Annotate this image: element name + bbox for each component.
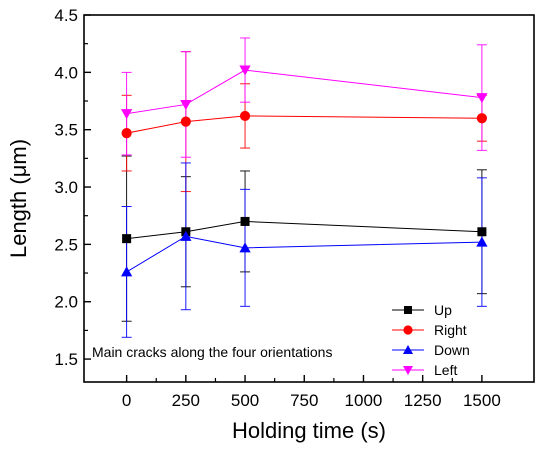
y-tick-label: 4.0 [54, 63, 78, 82]
x-tick-label: 0 [122, 391, 131, 410]
marker-circle [180, 116, 191, 127]
series-line [126, 220, 482, 240]
marker-triangle-down [403, 366, 413, 375]
legend-label: Up [434, 302, 452, 318]
y-tick-label: 4.5 [54, 6, 78, 25]
marker-triangle-down [476, 93, 488, 104]
y-tick-label: 2.5 [54, 235, 78, 254]
marker-triangle-up [239, 242, 251, 253]
marker-circle [403, 325, 413, 335]
error-bars [121, 37, 487, 338]
y-tick-label: 2.0 [54, 293, 78, 312]
marker-triangle-up [121, 266, 133, 277]
tick-labels: 0 250 500 750 1000 1250 1500 1.5 2.0 2.5 3.0 3.5 4.0… [54, 6, 500, 410]
x-tick-label: 1000 [345, 391, 383, 410]
series-lines [126, 69, 482, 273]
series-line [126, 235, 482, 273]
y-tick-label: 3.0 [54, 178, 78, 197]
marker-square [240, 216, 250, 226]
marker-square [122, 234, 132, 244]
marker-circle [476, 113, 487, 124]
legend-label: Left [434, 362, 457, 378]
legend-label: Right [434, 322, 467, 338]
x-tick-label: 250 [172, 391, 200, 410]
plot-frame [83, 14, 535, 383]
marker-circle [239, 110, 251, 122]
marker-triangle-up [403, 345, 413, 354]
x-tick-label: 500 [231, 391, 259, 410]
legend: Up Right Down Left [392, 302, 470, 378]
marker-circle [121, 128, 132, 139]
marker-square [404, 306, 412, 314]
marker-triangle-down [180, 99, 192, 111]
y-tick-label: 3.5 [54, 121, 78, 140]
series-line [126, 69, 482, 115]
marker-triangle-up [476, 236, 488, 247]
y-tick-label: 1.5 [54, 350, 78, 369]
legend-label: Down [434, 342, 470, 358]
marker-triangle-down [121, 109, 133, 120]
series-line [126, 115, 482, 134]
marker-triangle-down [239, 65, 251, 76]
series-markers [121, 65, 488, 277]
x-axis-title: Holding time (s) [232, 418, 386, 443]
x-tick-label: 750 [290, 391, 318, 410]
x-tick-label: 1250 [404, 391, 442, 410]
marker-square [477, 227, 487, 237]
marker-triangle-up [180, 230, 192, 241]
y-axis-title: Length (μm) [6, 139, 31, 258]
chart-annotation: Main cracks along the four orientations [92, 344, 332, 360]
axis-ticks [84, 14, 483, 382]
x-tick-label: 1500 [463, 391, 501, 410]
